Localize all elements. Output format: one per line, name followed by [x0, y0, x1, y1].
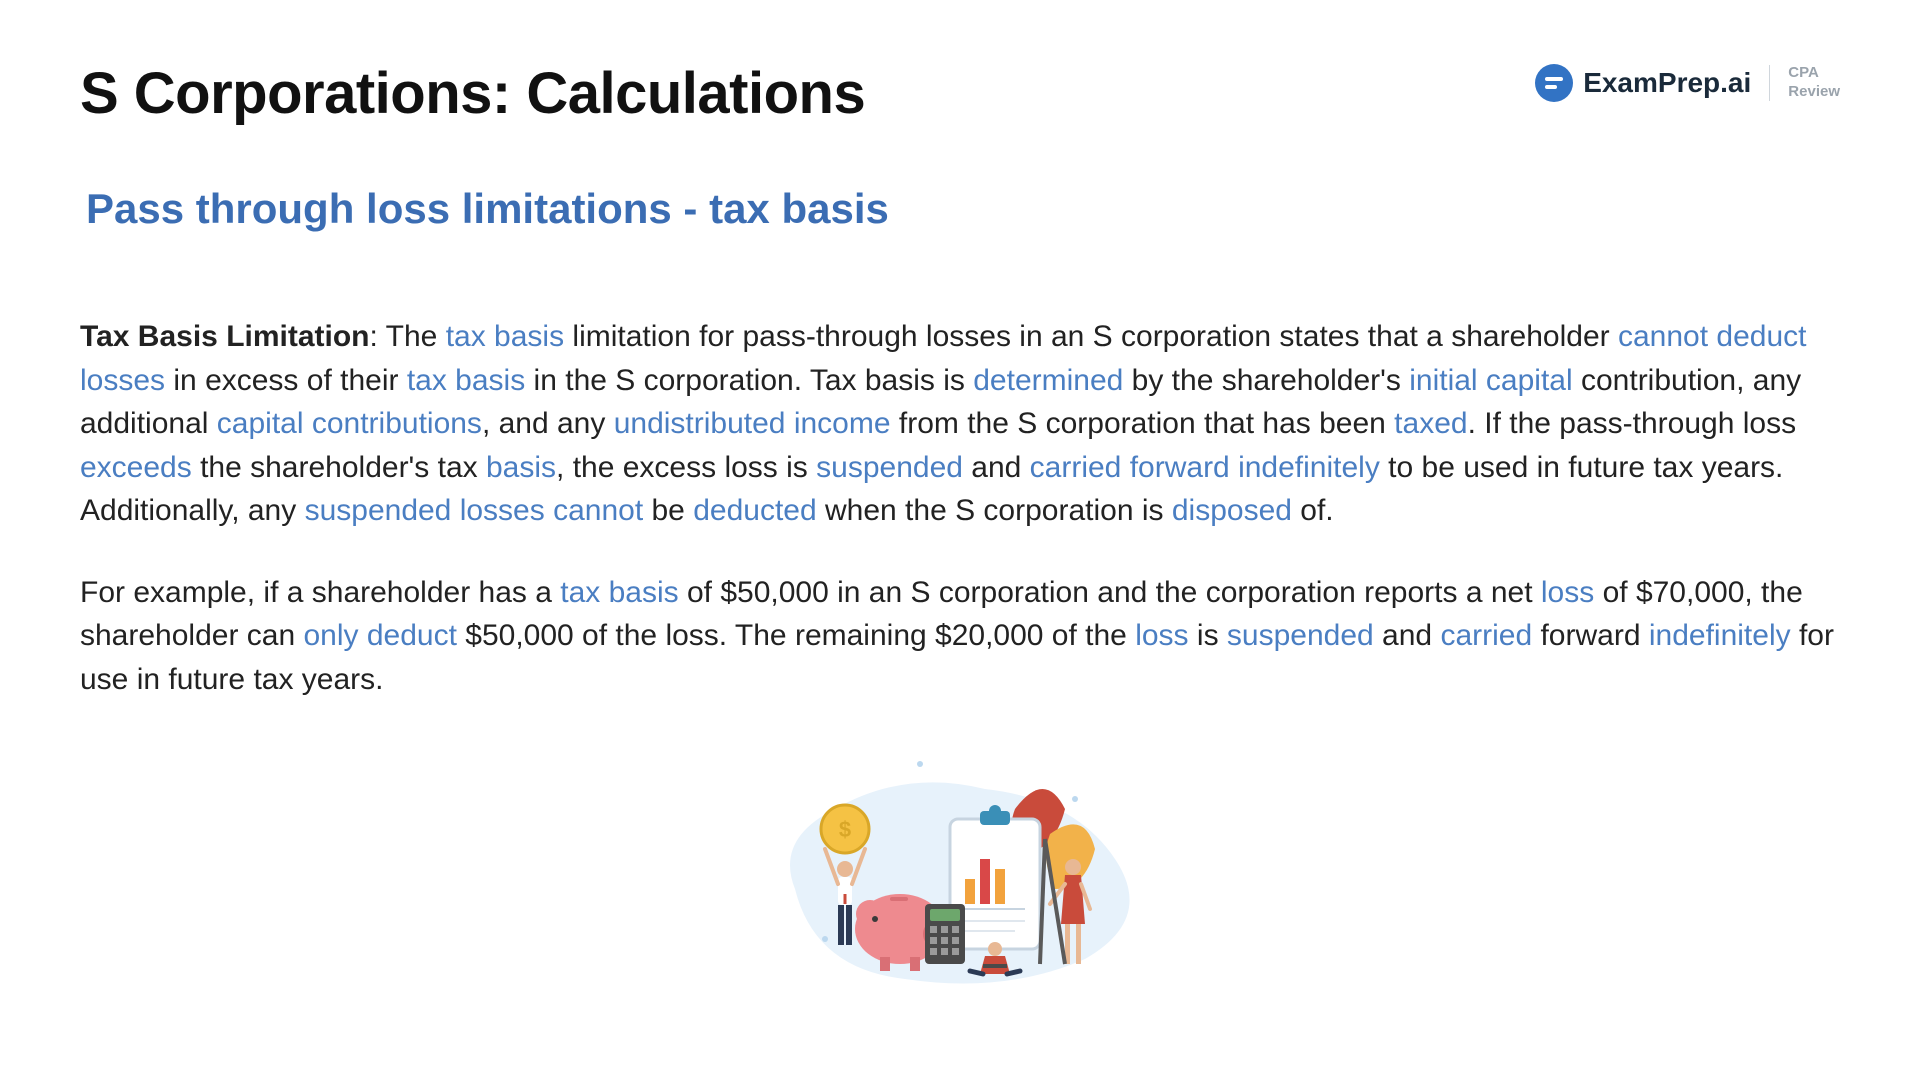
header: S Corporations: Calculations ExamPrep.ai… [80, 60, 1840, 127]
page-title: S Corporations: Calculations [80, 60, 865, 127]
section-subtitle: Pass through loss limitations - tax basi… [86, 185, 1840, 233]
paragraph-1: Tax Basis Limitation: The tax basis limi… [80, 315, 1840, 533]
brand-icon [1535, 64, 1573, 102]
paragraph-2: For example, if a shareholder has a tax … [80, 571, 1840, 702]
brand-block: ExamPrep.ai CPA Review [1535, 64, 1840, 102]
brand-logo: ExamPrep.ai [1535, 64, 1751, 102]
body-text: Tax Basis Limitation: The tax basis limi… [80, 315, 1840, 701]
finance-illustration-svg: $ [765, 739, 1155, 999]
brand-subtitle: CPA Review [1788, 64, 1840, 102]
brand-name: ExamPrep.ai [1583, 67, 1751, 99]
finance-illustration: $ [80, 739, 1840, 999]
svg-text:$: $ [839, 817, 851, 842]
brand-divider [1769, 65, 1770, 101]
